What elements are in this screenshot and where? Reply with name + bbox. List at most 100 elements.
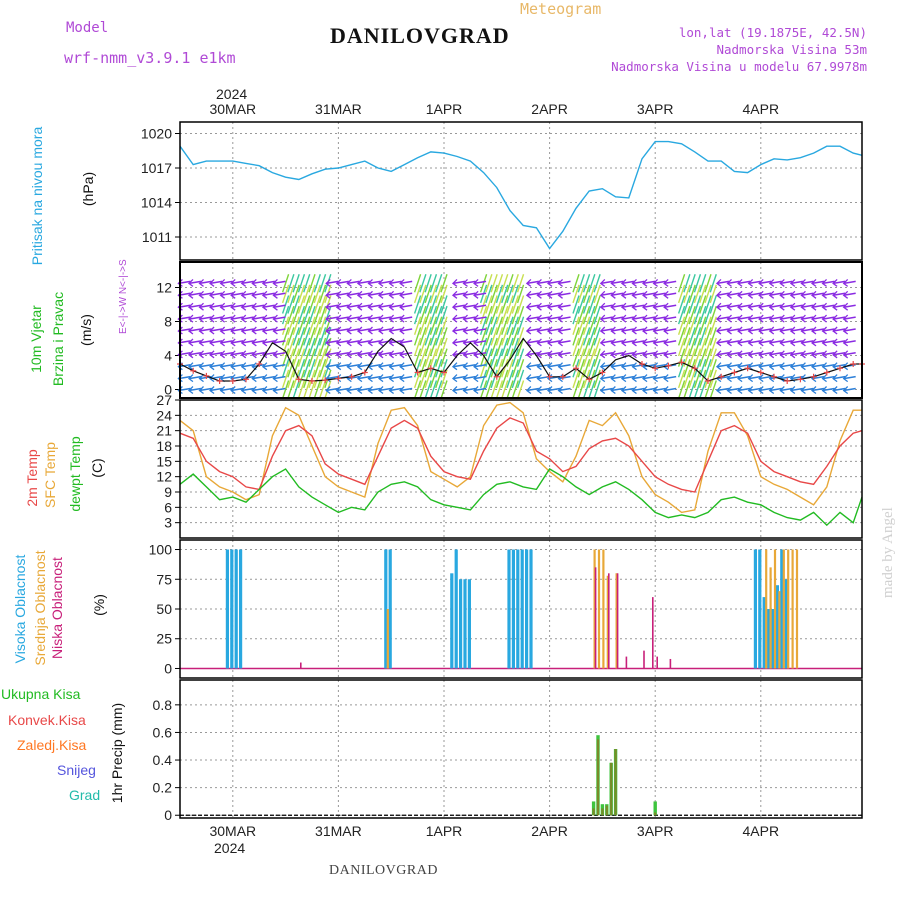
wind-arrow-northerly bbox=[281, 359, 290, 378]
y-tick-label: 0 bbox=[164, 382, 172, 398]
wind-arrowhead bbox=[240, 302, 247, 311]
y-tick-label: 24 bbox=[156, 407, 172, 423]
wind-arrowhead bbox=[240, 386, 247, 395]
wind-arrowhead bbox=[758, 362, 764, 371]
wind-arrow bbox=[632, 387, 645, 392]
wind-arrow bbox=[653, 340, 666, 344]
wind-arrowhead bbox=[261, 362, 268, 371]
wind-arrow bbox=[188, 363, 202, 368]
wind-arrowhead bbox=[536, 290, 542, 299]
pressure-line bbox=[179, 140, 863, 250]
y-tick-label: 1017 bbox=[141, 160, 172, 176]
wind-arrowhead bbox=[356, 350, 363, 359]
wind-arrowhead bbox=[187, 338, 194, 347]
wind-arrow-northerly bbox=[709, 327, 717, 346]
wind-arrow-northerly bbox=[577, 305, 585, 325]
cloud-bar-high bbox=[459, 579, 463, 669]
wind-arrowhead bbox=[399, 374, 405, 383]
wind-arrow bbox=[252, 280, 265, 285]
wind-arrow-northerly bbox=[709, 337, 717, 357]
wind-arrow-northerly bbox=[292, 327, 300, 346]
wind-arrow-northerly bbox=[424, 274, 432, 293]
wind-arrow-northerly bbox=[424, 380, 432, 399]
wind-arrowhead bbox=[652, 374, 659, 383]
wind-arrowhead bbox=[177, 326, 183, 335]
wind-arrow bbox=[347, 363, 360, 368]
wind-arrowhead bbox=[177, 278, 183, 287]
wind-arrow-northerly bbox=[287, 295, 295, 314]
wind-arrow-northerly bbox=[588, 316, 596, 335]
wind-arrowhead bbox=[842, 326, 849, 335]
wind-arrow bbox=[188, 292, 202, 297]
wind-arrow-northerly bbox=[490, 337, 498, 357]
wind-arrow-northerly bbox=[495, 316, 504, 335]
wind-arrow bbox=[716, 340, 730, 344]
wind-arrow bbox=[452, 316, 466, 320]
wind-arrow-northerly bbox=[308, 348, 316, 367]
wind-arrow bbox=[737, 328, 751, 332]
wind-arrow-northerly bbox=[287, 305, 295, 325]
wind-arrow-northerly bbox=[688, 284, 696, 304]
wind-arrow-northerly bbox=[435, 316, 443, 335]
wind-arrow-northerly bbox=[577, 369, 585, 389]
wind-arrowhead bbox=[610, 314, 616, 323]
wind-arrow bbox=[642, 328, 656, 332]
wind-arrow-northerly bbox=[297, 348, 306, 367]
wind-arrow-northerly bbox=[485, 359, 493, 378]
wind-arrow-northerly bbox=[318, 284, 327, 304]
wind-arrowhead bbox=[747, 350, 754, 359]
wind-arrowhead bbox=[599, 338, 606, 347]
wind-arrow bbox=[716, 292, 730, 297]
wind-arrow-northerly bbox=[683, 274, 691, 293]
wind-arrow bbox=[473, 280, 487, 285]
wind-arrowhead bbox=[177, 290, 183, 299]
wind-arrow bbox=[347, 387, 360, 392]
wind-arrowhead bbox=[821, 338, 828, 347]
wind-arrow-northerly bbox=[419, 284, 427, 304]
wind-arrow-northerly bbox=[297, 295, 306, 314]
wind-arrow-northerly bbox=[303, 369, 311, 389]
wind-arrow bbox=[452, 363, 466, 368]
wind-arrowhead bbox=[620, 338, 627, 347]
wind-arrowhead bbox=[346, 374, 352, 383]
cloud-bar-high bbox=[234, 549, 238, 669]
wind-arrow-northerly bbox=[593, 380, 601, 399]
wind-arrow bbox=[600, 280, 613, 285]
wind-arrow bbox=[463, 328, 476, 332]
wind-arrowhead bbox=[399, 290, 405, 299]
wind-arrowhead bbox=[747, 338, 754, 347]
wind-arrow-northerly bbox=[688, 348, 696, 367]
wind-arrow bbox=[252, 292, 265, 297]
wind-arrowhead bbox=[219, 290, 226, 299]
wind-arrow-northerly bbox=[501, 369, 509, 389]
wind-arrowhead bbox=[747, 302, 754, 311]
wind-arrow bbox=[347, 340, 360, 344]
wind-arrow-northerly bbox=[424, 337, 432, 357]
year-bottom: 2024 bbox=[214, 840, 246, 856]
wind-arrowhead bbox=[261, 386, 268, 395]
wind-arrow-northerly bbox=[308, 274, 316, 293]
wind-arrow bbox=[400, 292, 413, 297]
wind-arrow bbox=[790, 363, 804, 368]
wind-arrow bbox=[790, 292, 804, 297]
wind-arrow-northerly bbox=[313, 274, 321, 293]
wind-arrow bbox=[537, 316, 550, 320]
wind-arrow-northerly bbox=[495, 359, 504, 378]
wind-arrowhead bbox=[335, 326, 342, 335]
wind-arrow bbox=[790, 316, 804, 320]
wind-arrow bbox=[769, 292, 782, 297]
wind-arrow bbox=[547, 352, 561, 356]
wind-arrow-northerly bbox=[516, 348, 525, 367]
wind-arrow bbox=[199, 328, 212, 332]
wind-arrowhead bbox=[325, 302, 331, 311]
wind-arrow bbox=[273, 328, 286, 332]
wind-arrowhead bbox=[547, 290, 553, 299]
wind-arrow bbox=[843, 292, 856, 297]
wind-arrow-northerly bbox=[704, 295, 712, 314]
wind-arrowhead bbox=[525, 290, 532, 299]
wind-arrowhead bbox=[642, 386, 648, 395]
wind-arrow-northerly bbox=[699, 305, 707, 325]
wind-arrowhead bbox=[652, 290, 659, 299]
wind-arrow-northerly bbox=[699, 316, 707, 335]
wind-arrow-northerly bbox=[588, 337, 596, 357]
